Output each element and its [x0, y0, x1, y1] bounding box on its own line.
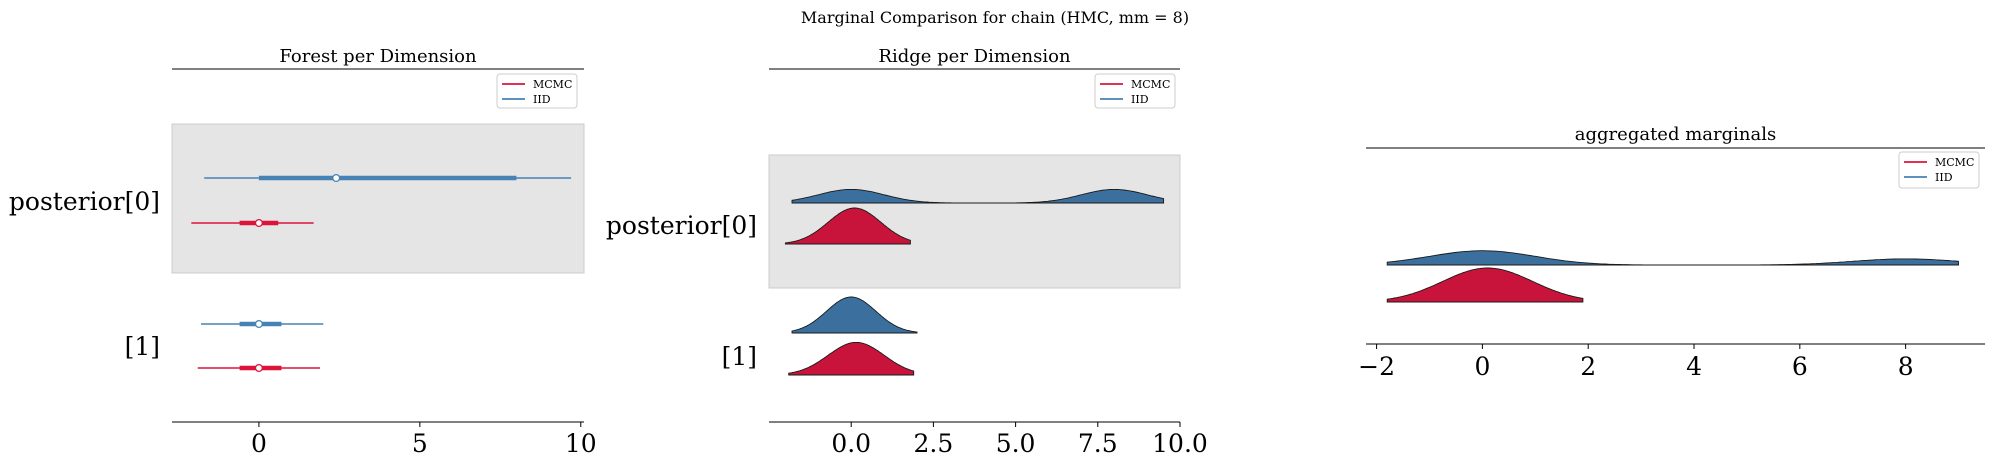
figure-suptitle: Marginal Comparison for chain (HMC, mm =… [801, 8, 1189, 27]
x-tick-label: 6 [1792, 352, 1808, 381]
panel-title: aggregated marginals [1575, 124, 1776, 145]
ridge-panel: Ridge per Dimension posterior[0] [1] 0.0 2.5… [606, 46, 1208, 458]
mcmc-density [784, 207, 911, 245]
legend-label: MCMC [1935, 156, 1974, 169]
x-tick-label: 0.0 [831, 429, 871, 458]
x-tick-label: 5 [412, 429, 428, 458]
iid-density [791, 296, 918, 334]
panel-title: Forest per Dimension [279, 46, 477, 67]
row-label: [1] [125, 332, 160, 361]
iid-median-point [254, 319, 263, 329]
mcmc-median-point [254, 363, 263, 373]
x-tick-label: 5.0 [996, 429, 1036, 458]
row-shade-band [171, 123, 585, 274]
legend-label: MCMC [533, 78, 572, 91]
x-tick-label: 0 [1474, 352, 1490, 381]
legend-box [1898, 151, 1980, 189]
x-tick-label: 0 [251, 429, 267, 458]
iid-density [1386, 250, 1959, 266]
x-tick-label: 4 [1686, 352, 1702, 381]
mcmc-median-point [254, 218, 263, 228]
iid-median-point [332, 173, 341, 183]
x-tick-label: 2 [1580, 352, 1596, 381]
legend-label: IID [533, 93, 551, 106]
x-tick-label: 8 [1898, 352, 1914, 381]
x-tick-label: −2 [1358, 352, 1395, 381]
x-tick-label: 10 [565, 429, 597, 458]
row-label: [1] [722, 342, 757, 371]
legend-label: MCMC [1131, 78, 1170, 91]
x-tick-label: 2.5 [914, 429, 954, 458]
row-label: posterior[0] [9, 187, 160, 216]
row-label: posterior[0] [606, 211, 757, 240]
panel-title: Ridge per Dimension [878, 46, 1071, 67]
x-tick-label: 7.5 [1078, 429, 1118, 458]
legend-label: IID [1935, 171, 1953, 184]
x-tick-label: 10.0 [1152, 429, 1208, 458]
aggregated-panel: aggregated marginals −2 0 2 4 6 8 MCMC IID [1358, 124, 1985, 381]
legend-label: IID [1131, 93, 1149, 106]
mcmc-density [1386, 267, 1584, 303]
forest-panel: Forest per Dimension posterior[0] [1] 0 5 10 M… [9, 46, 597, 458]
mcmc-density [788, 341, 915, 376]
